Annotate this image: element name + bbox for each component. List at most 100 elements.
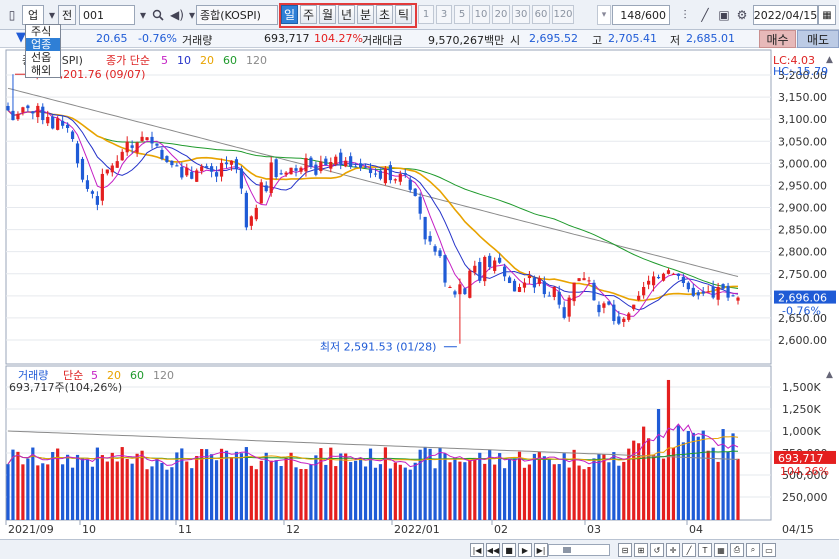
volume-bar xyxy=(180,448,184,520)
amount-label: 거래대금 xyxy=(362,34,403,47)
scroll-last-icon[interactable]: ▶| xyxy=(534,543,548,557)
code-input[interactable]: 001 xyxy=(79,5,135,25)
settings-gear-icon[interactable]: ⚙ xyxy=(736,8,748,22)
candle-body xyxy=(120,151,124,161)
volume-bar xyxy=(205,449,209,520)
volume-bar xyxy=(249,465,253,520)
interval-button-20[interactable]: 20 xyxy=(492,5,510,24)
candle-body xyxy=(239,168,244,189)
save-icon[interactable]: ▣ xyxy=(718,8,730,22)
grid-icon[interactable]: ▦ xyxy=(714,543,728,557)
market-menu-item-1[interactable]: 업종 xyxy=(26,38,60,51)
market-select[interactable]: 업 xyxy=(22,5,44,25)
interval-button-1[interactable]: 1 xyxy=(418,5,434,24)
period-button-1[interactable]: 주 xyxy=(300,5,317,24)
ma5-line xyxy=(7,109,738,317)
volume-bar xyxy=(239,453,244,520)
amount-value: 9,570,267백만 xyxy=(428,34,505,47)
change-value: 20.65 xyxy=(96,32,128,45)
sound-dropdown-icon[interactable]: ▾ xyxy=(188,8,196,22)
scroll-prev-icon[interactable]: ◀◀ xyxy=(486,543,500,557)
period-button-5[interactable]: 초 xyxy=(376,5,393,24)
calendar-icon[interactable]: ▦ xyxy=(818,5,836,25)
candle-body xyxy=(711,286,715,298)
interval-button-60[interactable]: 60 xyxy=(532,5,550,24)
price-tick-label: 2,850.00 xyxy=(778,224,827,237)
interval-button-10[interactable]: 10 xyxy=(472,5,490,24)
candle-body xyxy=(105,169,109,174)
candle-body xyxy=(458,284,462,295)
magnifier-icon[interactable]: ⌕ xyxy=(746,543,760,557)
volume-bar xyxy=(438,448,442,520)
date-input[interactable]: 2022/04/15 xyxy=(753,5,818,25)
candle-body xyxy=(592,282,596,301)
chart-type-icon[interactable]: ⫶ xyxy=(683,7,687,22)
interval-button-3[interactable]: 3 xyxy=(436,5,452,24)
volume-bar xyxy=(309,464,313,520)
interval-dropdown[interactable]: ▾ xyxy=(597,5,611,25)
candle-body xyxy=(61,120,65,126)
period-button-2[interactable]: 월 xyxy=(319,5,336,24)
volume-bar xyxy=(304,469,308,520)
market-dropdown-icon[interactable]: ▾ xyxy=(48,8,56,22)
volume-bar xyxy=(512,458,517,520)
sound-icon[interactable]: ◀) xyxy=(170,8,184,22)
text-tool-icon[interactable]: T xyxy=(698,543,712,557)
volume-panel-title: 거래량 xyxy=(18,369,48,382)
scroll-first-icon[interactable]: |◀ xyxy=(470,543,484,557)
image-icon[interactable]: ▭ xyxy=(762,543,776,557)
ma10-line xyxy=(7,109,739,311)
x-tick-label: 04/15 xyxy=(782,523,814,536)
volume-bar xyxy=(537,451,541,520)
volume-bar xyxy=(413,462,417,520)
volume-bar xyxy=(423,446,427,520)
scroll-next-icon[interactable]: ▶ xyxy=(518,543,532,557)
candle-body xyxy=(165,156,169,163)
count-input[interactable]: 148/600 xyxy=(612,5,670,25)
candle-body xyxy=(498,257,502,263)
candle-body xyxy=(234,159,239,169)
period-button-3[interactable]: 년 xyxy=(338,5,355,24)
candle-body xyxy=(666,270,671,274)
period-button-6[interactable]: 틱 xyxy=(395,5,412,24)
reset-icon[interactable]: ↺ xyxy=(650,543,664,557)
sell-button[interactable]: 매도 xyxy=(797,30,839,48)
candle-body xyxy=(214,172,219,177)
period-button-0[interactable]: 일 xyxy=(281,5,298,24)
volume-bar xyxy=(552,464,556,520)
volume-bar xyxy=(661,458,666,520)
buy-button[interactable]: 매수 xyxy=(759,30,796,48)
market-menu-item-2[interactable]: 선옵 xyxy=(31,51,52,64)
zoom-out-icon[interactable]: ⊟ xyxy=(618,543,632,557)
volume-bar xyxy=(627,448,631,520)
market-menu-item-3[interactable]: 해외 xyxy=(31,64,52,77)
volume-bar xyxy=(329,447,333,520)
market-menu-item-0[interactable]: 주식 xyxy=(31,25,52,38)
interval-button-5[interactable]: 5 xyxy=(454,5,470,24)
interval-button-30[interactable]: 30 xyxy=(512,5,530,24)
price-volume-chart[interactable]: 3,200.00 3,150.00 3,100.00 3,050.00 3,000.00… xyxy=(0,48,839,539)
volume-bar xyxy=(463,462,467,520)
volume-tick-label: 500,000 xyxy=(782,469,828,482)
volume-bar xyxy=(647,438,651,520)
volume-bar xyxy=(339,453,343,520)
price-tick-label: 3,200.00 xyxy=(778,69,827,82)
interval-button-120[interactable]: 120 xyxy=(552,5,574,24)
zoom-slider[interactable] xyxy=(548,544,610,556)
print-icon[interactable]: ⎙ xyxy=(730,543,744,557)
line-tool-icon[interactable]: ╱ xyxy=(682,543,696,557)
candle-body xyxy=(597,304,601,313)
volume-bar xyxy=(21,464,25,520)
zoom-in-icon[interactable]: ⊞ xyxy=(634,543,648,557)
crosshair-icon[interactable]: ✛ xyxy=(666,543,680,557)
code-dropdown-icon[interactable]: ▾ xyxy=(139,8,147,22)
period-button-4[interactable]: 분 xyxy=(357,5,374,24)
volume-bar xyxy=(398,464,402,520)
prev-button[interactable]: 전 xyxy=(58,5,76,25)
zoom-slider-thumb[interactable] xyxy=(563,547,571,553)
volume-bar xyxy=(259,460,263,520)
window-menu-icon[interactable]: ▯ xyxy=(8,8,16,22)
draw-tool-icon[interactable]: ╱ xyxy=(701,8,709,22)
stop-icon[interactable]: ■ xyxy=(502,543,516,557)
search-icon[interactable] xyxy=(150,5,166,25)
